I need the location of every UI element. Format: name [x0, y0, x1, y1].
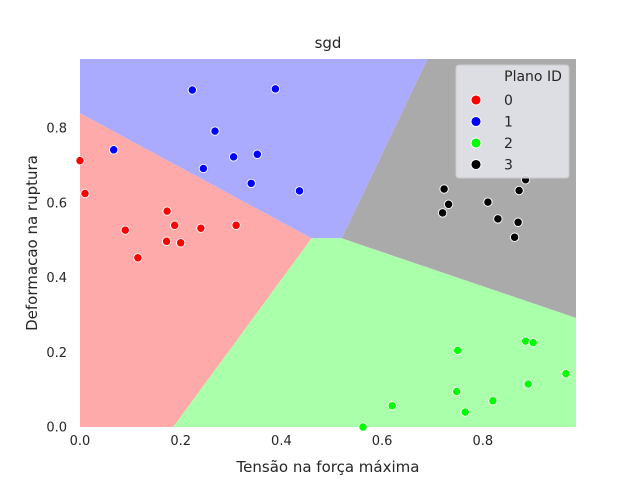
point-class-2	[453, 345, 463, 356]
legend-box	[455, 64, 570, 179]
point-class-3	[437, 208, 448, 218]
point-class-2	[523, 379, 533, 389]
point-class-1	[252, 149, 262, 159]
point-class-1	[294, 186, 305, 196]
point-class-1	[187, 85, 197, 95]
x-axis-ticks: 0.0 0.2 0.4 0.6 0.8	[70, 434, 493, 449]
legend: Plano ID 0 1 2 3	[455, 64, 570, 179]
legend-label-0: 0	[504, 93, 513, 109]
point-class-0	[75, 155, 85, 166]
legend-marker-3	[470, 159, 482, 170]
y-axis-ticks: 0.0 0.2 0.4 0.6 0.8	[46, 122, 67, 436]
x-tick-label: 0.2	[170, 434, 191, 449]
region-0	[80, 113, 312, 427]
point-class-3	[493, 214, 503, 224]
point-class-1	[270, 84, 281, 94]
x-tick-label: 0.6	[372, 434, 393, 449]
legend-label-2: 2	[504, 136, 513, 152]
legend-marker-2	[470, 137, 482, 149]
point-class-1	[109, 145, 119, 155]
data-points	[75, 84, 571, 432]
point-class-2	[520, 336, 531, 346]
point-class-3	[443, 199, 454, 209]
region-1	[80, 59, 428, 239]
point-class-2	[358, 422, 368, 432]
point-class-3	[439, 184, 449, 194]
point-class-0	[176, 238, 186, 248]
point-class-1	[246, 178, 256, 189]
point-class-1	[198, 163, 209, 174]
point-class-3	[514, 185, 524, 196]
legend-marker-1	[470, 116, 482, 127]
point-class-0	[162, 206, 172, 216]
point-class-2	[460, 407, 470, 417]
point-class-3	[513, 217, 523, 227]
legend-title: Plano ID	[504, 69, 562, 85]
y-tick-label: 0.0	[46, 421, 67, 436]
point-class-0	[161, 236, 172, 246]
y-tick-label: 0.2	[46, 346, 67, 361]
point-class-3	[509, 232, 520, 242]
x-axis-label: Tensão na força máxima	[236, 458, 420, 476]
region-2	[173, 238, 576, 427]
legend-label-1: 1	[504, 115, 513, 131]
y-tick-label: 0.6	[46, 196, 67, 211]
point-class-3	[483, 197, 493, 207]
point-class-0	[196, 223, 206, 233]
point-class-0	[170, 220, 180, 230]
y-axis-label: Deformacao na ruptura	[23, 155, 41, 331]
point-class-1	[228, 152, 239, 162]
x-tick-label: 0.8	[472, 434, 493, 449]
point-class-2	[452, 386, 462, 397]
legend-marker-0	[470, 94, 482, 106]
point-class-2	[488, 396, 498, 406]
point-class-2	[387, 401, 397, 411]
y-tick-label: 0.4	[46, 271, 67, 286]
x-tick-label: 0.0	[70, 434, 91, 449]
point-class-0	[80, 188, 90, 199]
legend-label-3: 3	[504, 158, 513, 174]
point-class-0	[120, 225, 130, 235]
point-class-0	[231, 220, 241, 230]
y-tick-label: 0.8	[46, 122, 67, 137]
point-class-0	[133, 253, 143, 263]
point-class-2	[561, 368, 571, 379]
point-class-2	[528, 337, 538, 348]
x-tick-label: 0.4	[271, 434, 292, 449]
point-class-1	[210, 126, 220, 136]
chart-title: sgd	[315, 34, 342, 52]
